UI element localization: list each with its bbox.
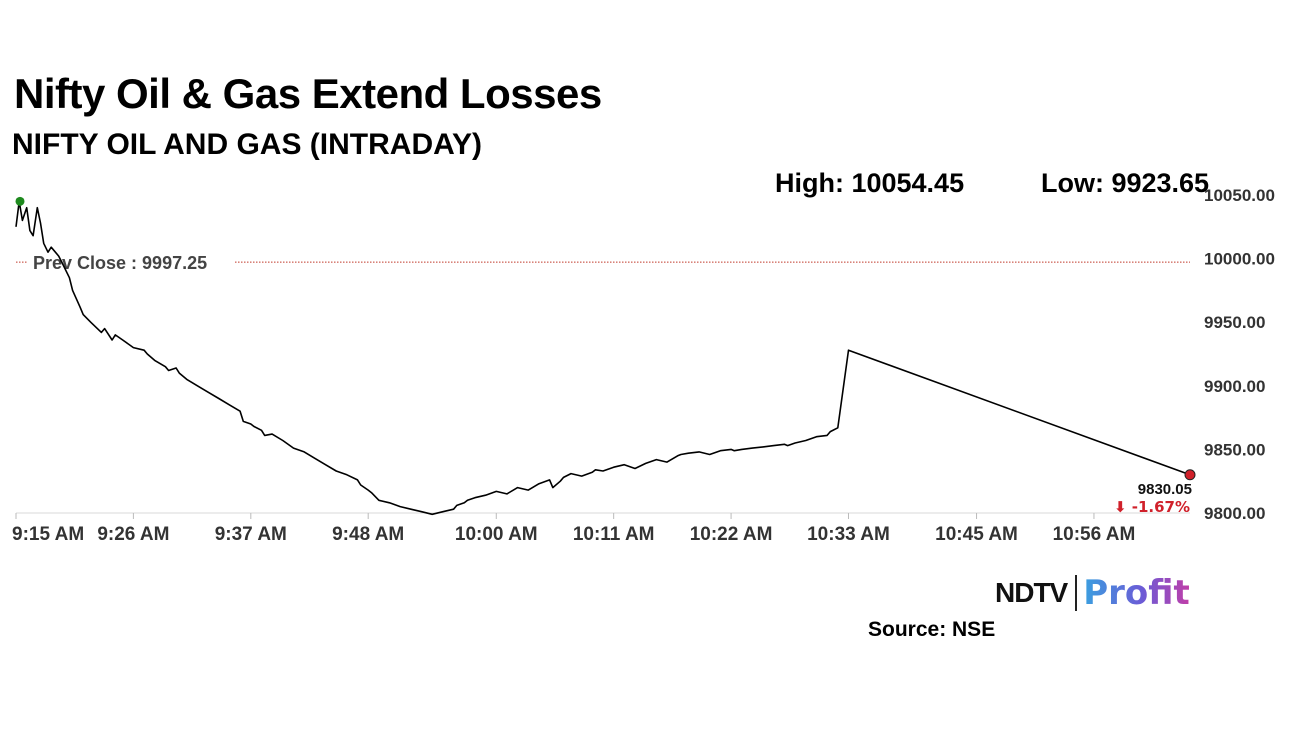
y-tick-label: 10000.00	[1204, 250, 1275, 269]
x-tick-label: 10:33 AM	[807, 524, 890, 545]
y-tick-label: 9800.00	[1204, 504, 1265, 523]
percent-change-label: ⬇ -1.67%	[1114, 498, 1190, 516]
day-high-label: High: 10054.45	[775, 168, 965, 198]
session-start-marker	[15, 196, 25, 206]
x-tick-label: 10:22 AM	[690, 524, 773, 545]
logo-profit-text: Profit	[1083, 573, 1190, 613]
source-label: Source: NSE	[868, 618, 996, 641]
ndtv-profit-logo: NDTV Profit	[995, 573, 1190, 613]
chart-title: Nifty Oil & Gas Extend Losses	[14, 70, 602, 117]
price-series-line	[15, 200, 1191, 516]
x-tick-label: 10:45 AM	[935, 524, 1018, 545]
x-tick-label: 10:56 AM	[1053, 524, 1136, 545]
y-tick-label: 10050.00	[1204, 186, 1275, 205]
last-price-label: 9830.05	[1138, 481, 1192, 498]
last-price-marker	[1184, 469, 1196, 481]
day-low-label: Low: 9923.65	[1041, 168, 1210, 198]
x-tick-label: 9:37 AM	[215, 524, 287, 545]
y-tick-label: 9950.00	[1204, 313, 1265, 332]
logo-ndtv-text: NDTV	[995, 577, 1068, 608]
y-tick-label: 9900.00	[1204, 377, 1265, 396]
x-tick-label: 10:00 AM	[455, 524, 538, 545]
x-tick-label: 9:26 AM	[97, 524, 169, 545]
x-tick-label: 9:48 AM	[332, 524, 404, 545]
x-tick-label: 9:15 AM	[12, 524, 84, 545]
chart-subtitle: NIFTY OIL AND GAS (INTRADAY)	[12, 128, 483, 161]
prev-close-label: Prev Close : 9997.25	[33, 253, 207, 273]
y-tick-label: 9850.00	[1204, 440, 1265, 459]
x-tick-label: 10:11 AM	[573, 524, 655, 545]
logo-divider	[1075, 575, 1078, 611]
